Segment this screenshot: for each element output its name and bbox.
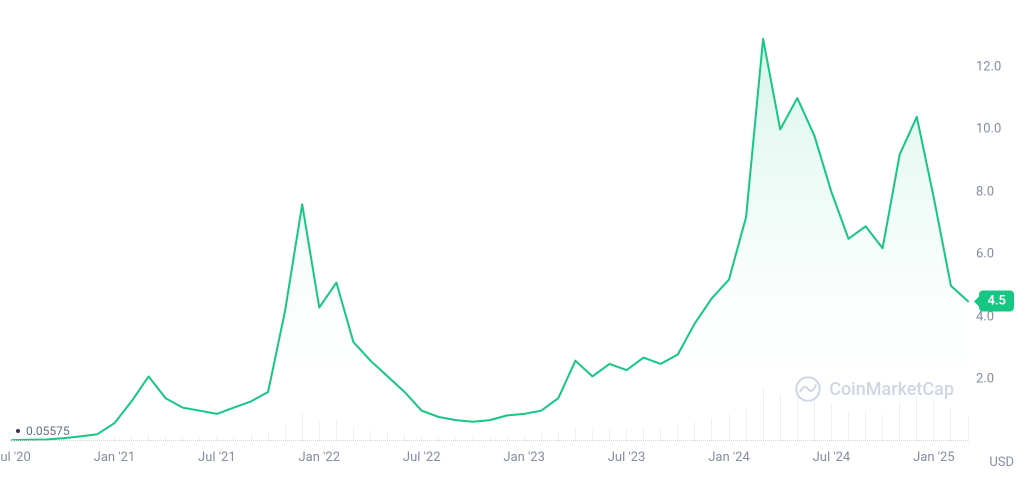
price-chart: 0.05575 2.04.06.08.010.012.0 Jul '20Jan … [0,0,1024,502]
start-value-marker: 0.05575 [16,424,70,438]
y-tick: 12.0 [976,59,1001,74]
watermark: CoinMarketCap [795,376,954,402]
y-tick: 10.0 [976,122,1001,137]
x-tick: Jul '23 [608,450,646,465]
x-tick: Jan '23 [503,450,545,465]
watermark-label: CoinMarketCap [829,379,954,400]
current-price-badge: 4.5 [979,291,1014,312]
currency-label: USD [989,455,1014,470]
y-tick: 8.0 [976,184,994,199]
start-reference-line [12,440,968,441]
x-tick: Jan '25 [913,450,955,465]
x-tick: Jul '24 [813,450,851,465]
x-tick: Jul '20 [0,450,31,465]
x-tick: Jan '24 [708,450,750,465]
start-dot [16,429,20,433]
start-value-label: 0.05575 [26,424,70,438]
current-price-label: 4.5 [987,294,1006,309]
x-tick: Jul '22 [403,450,441,465]
x-tick: Jan '22 [299,450,341,465]
y-tick: 6.0 [976,247,994,262]
y-tick: 2.0 [976,372,994,387]
coinmarketcap-icon [795,376,821,402]
x-axis: Jul '20Jan '21Jul '21Jan '22Jul '22Jan '… [12,450,968,470]
y-axis: 2.04.06.08.010.012.0 [976,20,1018,442]
x-tick: Jan '21 [94,450,136,465]
x-tick: Jul '21 [198,450,236,465]
